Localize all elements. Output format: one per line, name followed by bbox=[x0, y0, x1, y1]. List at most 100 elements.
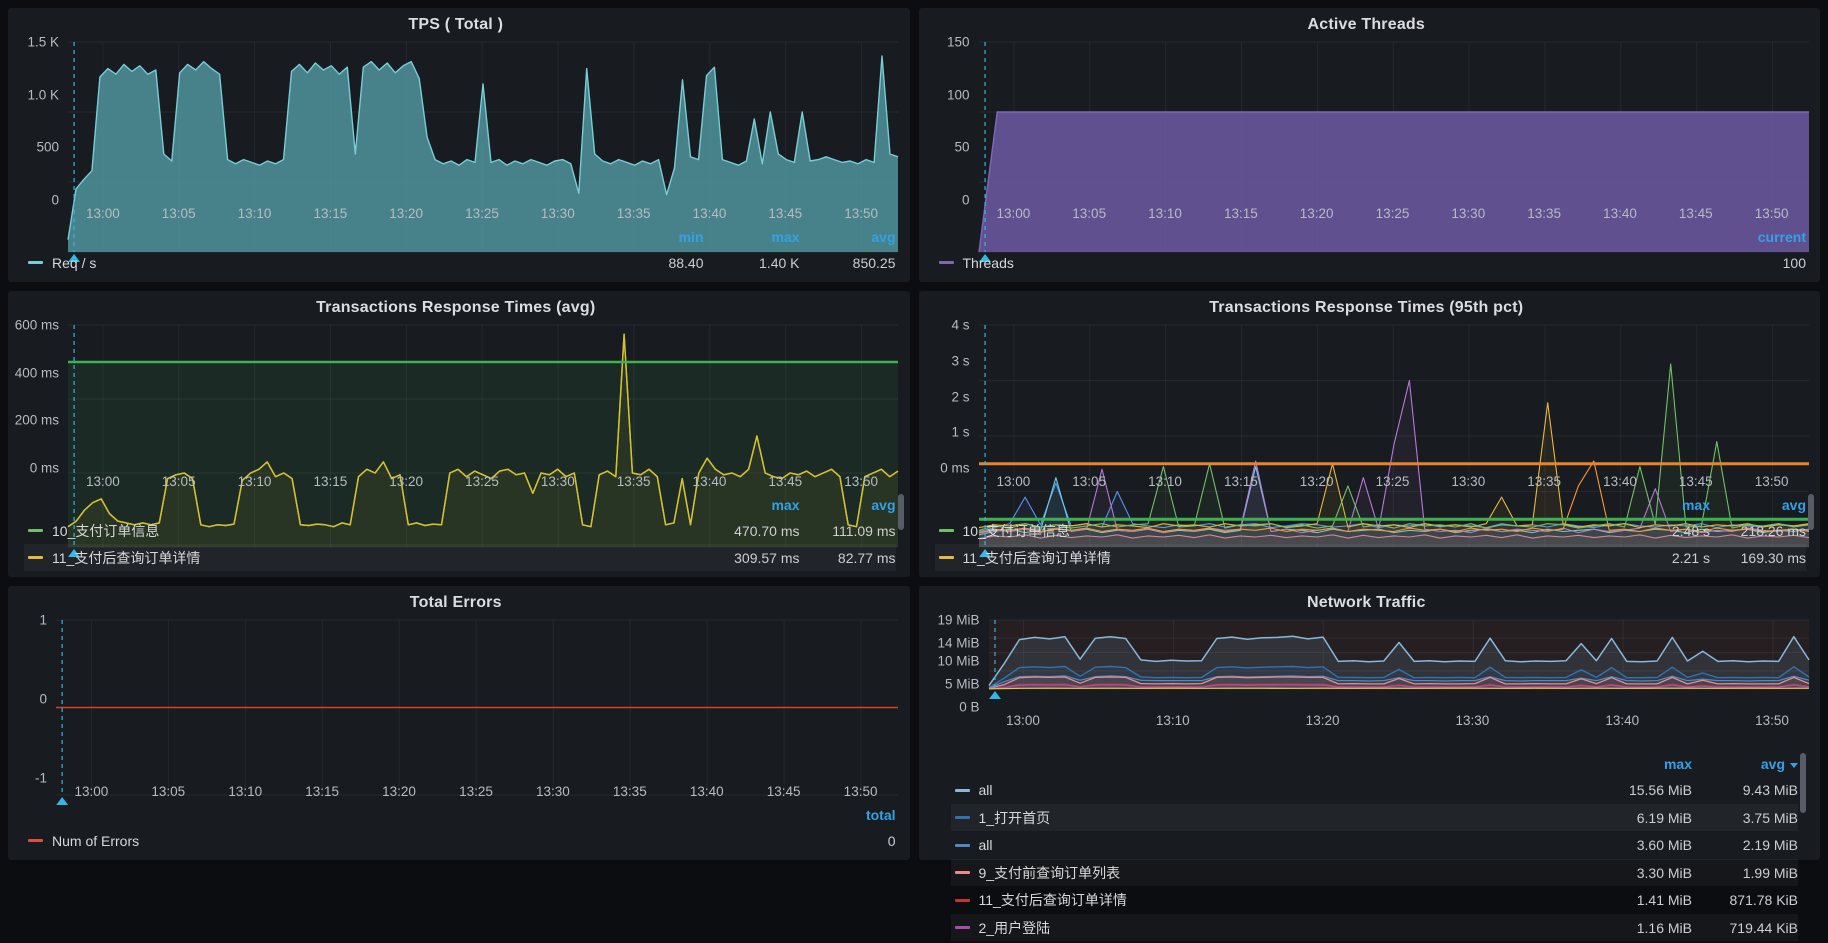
plot-area[interactable] bbox=[67, 41, 899, 262]
x-tick-label: 13:20 bbox=[1305, 713, 1340, 729]
y-axis-labels: 0 500 1.0 K 1.5 K bbox=[14, 35, 68, 208]
annotation-marker-icon[interactable] bbox=[56, 797, 69, 805]
plot-area[interactable] bbox=[987, 619, 1810, 707]
y-tick-label: 19 MiB bbox=[937, 612, 980, 628]
legend-stat-value: 850.25 bbox=[852, 254, 896, 271]
sort-desc-icon bbox=[1790, 762, 1798, 768]
legend-series-label: 10_支付订单信息 bbox=[52, 522, 160, 539]
y-tick-label: 0 bbox=[51, 192, 59, 208]
plot-area[interactable] bbox=[56, 619, 898, 805]
legend-stat-max[interactable]: max bbox=[771, 496, 800, 513]
legend-stat-max[interactable]: max bbox=[1663, 755, 1692, 772]
chart-svg bbox=[56, 619, 898, 805]
legend-stat-value: 9.43 MiB bbox=[1742, 782, 1798, 799]
legend-stat-value: 2.19 MiB bbox=[1742, 837, 1798, 854]
y-axis-labels: -1 0 1 bbox=[14, 613, 56, 786]
y-axis-labels: 0 50 100 150 bbox=[925, 35, 979, 208]
legend-stat-total[interactable]: total bbox=[865, 806, 896, 823]
legend-stat-avg[interactable]: avg bbox=[871, 496, 896, 513]
legend-header: min max avg bbox=[24, 224, 896, 249]
y-tick-label: 3 s bbox=[951, 353, 970, 369]
legend-series-toggle[interactable]: 1_打开首页 bbox=[954, 808, 1587, 828]
x-tick-label: 13:30 bbox=[1455, 713, 1490, 729]
legend-stat-avg[interactable]: avg bbox=[871, 228, 896, 245]
x-tick-label: 13:15 bbox=[313, 206, 348, 221]
x-tick-label: 13:05 bbox=[151, 784, 186, 799]
legend-scrollbar[interactable] bbox=[1808, 494, 1814, 530]
series-color-marker-icon bbox=[28, 556, 43, 559]
annotation-marker-icon[interactable] bbox=[988, 691, 1001, 699]
legend-stat-value: 2.48 s bbox=[1671, 522, 1710, 539]
y-tick-label: 0 B bbox=[959, 699, 980, 715]
legend-series-toggle[interactable]: Num of Errors bbox=[28, 833, 800, 849]
legend-header: total bbox=[24, 802, 896, 827]
legend-series-toggle[interactable]: 11_支付后查询订单详情 bbox=[954, 890, 1587, 910]
x-tick-label: 13:40 bbox=[1603, 206, 1637, 221]
legend-series-toggle[interactable]: 10_支付订单信息 bbox=[938, 521, 1615, 541]
legend-series-label: 1_打开首页 bbox=[978, 809, 1051, 826]
legend-series-toggle[interactable]: 11_支付后查询订单详情 bbox=[28, 548, 704, 568]
x-tick-label: 13:20 bbox=[1299, 474, 1334, 489]
panel-title-rt-avg[interactable]: Transactions Response Times (avg) bbox=[316, 299, 596, 316]
x-tick-label: 13:45 bbox=[1678, 474, 1713, 489]
legend-series-label: 11_支付后查询订单详情 bbox=[52, 549, 201, 566]
x-tick-label: 13:30 bbox=[540, 474, 575, 489]
legend-row: 2_用户登陆 1.16 MiB 719.44 KiB bbox=[950, 913, 1798, 942]
chart-svg bbox=[67, 324, 899, 557]
legend-stat-value: 169.30 ms bbox=[1740, 549, 1806, 566]
x-tick-label: 13:05 bbox=[1072, 206, 1107, 221]
x-axis-labels: 13:00 13:05 13:10 13:15 13:20 13:25 13:30 13:35… bbox=[68, 200, 898, 224]
y-tick-label: 600 ms bbox=[14, 317, 59, 333]
legend-series-toggle[interactable]: Req / s bbox=[28, 255, 608, 271]
x-tick-label: 13:10 bbox=[237, 206, 272, 221]
x-tick-label: 13:25 bbox=[1375, 206, 1410, 221]
legend-series-toggle[interactable]: Threads bbox=[938, 255, 1711, 271]
legend: max avg all 15.56 MiB 9.43 MiB 1_打开首页 6.19 MiB… bbox=[925, 747, 1809, 943]
plot-area[interactable] bbox=[978, 324, 1809, 557]
y-tick-label: 1 s bbox=[951, 424, 970, 440]
legend-stat-value: 1.41 MiB bbox=[1636, 892, 1692, 909]
legend-series-toggle[interactable]: 10_支付订单信息 bbox=[28, 521, 704, 541]
legend-series-toggle[interactable]: all bbox=[954, 782, 1587, 798]
legend-scrollbar[interactable] bbox=[1800, 753, 1806, 814]
legend-stat-value: 111.09 ms bbox=[832, 522, 896, 539]
y-tick-label: 150 bbox=[946, 34, 970, 50]
legend-series-toggle[interactable]: 9_支付前查询订单列表 bbox=[954, 863, 1587, 883]
legend-stat-avg[interactable]: avg bbox=[1781, 496, 1806, 513]
y-tick-label: 1.0 K bbox=[27, 87, 59, 103]
panel-title-rt-95th[interactable]: Transactions Response Times (95th pct) bbox=[1209, 299, 1524, 316]
series-color-marker-icon bbox=[954, 816, 970, 820]
legend-stat-min[interactable]: min bbox=[678, 228, 704, 245]
plot-area[interactable] bbox=[977, 41, 1809, 262]
panel-title-network-traffic[interactable]: Network Traffic bbox=[1306, 594, 1426, 611]
annotation-marker-icon[interactable] bbox=[978, 254, 991, 262]
plot-area[interactable] bbox=[67, 324, 899, 557]
x-tick-label: 13:45 bbox=[768, 474, 803, 489]
legend-stat-max[interactable]: max bbox=[771, 228, 800, 245]
x-axis-labels: 13:00 13:05 13:10 13:15 13:20 13:25 13:30 13:35… bbox=[68, 468, 898, 492]
x-tick-label: 13:05 bbox=[161, 206, 196, 221]
panel-title-tps[interactable]: TPS ( Total ) bbox=[408, 16, 504, 33]
x-tick-label: 13:40 bbox=[1605, 713, 1640, 729]
legend-row: 11_支付后查询订单详情 309.57 ms 82.77 ms bbox=[24, 544, 896, 571]
legend-series-toggle[interactable]: 2_用户登陆 bbox=[954, 918, 1587, 938]
x-tick-label: 13:00 bbox=[85, 474, 120, 489]
x-tick-label: 13:05 bbox=[1072, 474, 1107, 489]
panel-title-total-errors[interactable]: Total Errors bbox=[409, 594, 502, 611]
annotation-marker-icon[interactable] bbox=[978, 549, 991, 557]
x-tick-label: 13:25 bbox=[465, 206, 499, 221]
legend-series-toggle[interactable]: all bbox=[954, 837, 1587, 853]
legend-stat-avg[interactable]: avg bbox=[1692, 756, 1798, 772]
y-tick-label: 0 bbox=[39, 691, 47, 707]
panel-title-active-threads[interactable]: Active Threads bbox=[1307, 16, 1425, 33]
x-tick-label: 13:15 bbox=[305, 784, 340, 799]
series-color-marker-icon bbox=[954, 871, 970, 875]
legend-stat-max[interactable]: max bbox=[1681, 496, 1710, 513]
legend-stat-current[interactable]: current bbox=[1757, 228, 1806, 245]
legend-scrollbar[interactable] bbox=[897, 494, 904, 530]
legend-series-toggle[interactable]: 11_支付后查询订单详情 bbox=[938, 548, 1615, 568]
legend-row: 1_打开首页 6.19 MiB 3.75 MiB bbox=[950, 803, 1798, 832]
annotation-marker-icon[interactable] bbox=[68, 254, 81, 262]
annotation-marker-icon[interactable] bbox=[68, 549, 81, 557]
x-tick-label: 13:35 bbox=[1527, 206, 1562, 221]
